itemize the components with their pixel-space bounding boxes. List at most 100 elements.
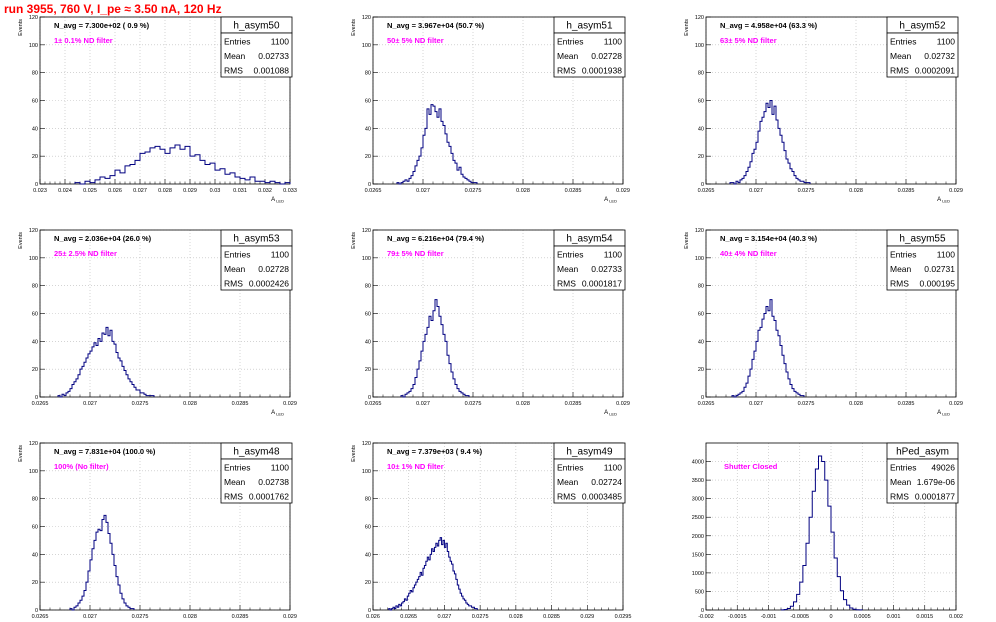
y-tick-label: 100 bbox=[362, 469, 371, 475]
stats-title: h_asym51 bbox=[566, 21, 613, 32]
x-axis-label: A LED bbox=[937, 197, 950, 204]
x-tick-label: 0.03 bbox=[210, 188, 221, 194]
y-tick-label: 20 bbox=[365, 367, 371, 373]
y-tick-label: 80 bbox=[698, 284, 704, 290]
y-axis-label: Events bbox=[351, 19, 357, 36]
stat-value: 1100 bbox=[604, 463, 623, 473]
y-tick-label: 20 bbox=[32, 367, 38, 373]
x-axis-label-sub: LED bbox=[941, 412, 950, 417]
x-tick-label: 0.0285 bbox=[898, 401, 915, 407]
y-tick-label: 80 bbox=[365, 71, 371, 77]
stat-label: Entries bbox=[890, 250, 916, 260]
panel-h_asym49: 0.026 0.0265 0.027 0.0275 0.028 0.0285 0.029 0.… bbox=[351, 441, 631, 620]
x-tick-label: 0.0265 bbox=[698, 401, 715, 407]
stat-value: 1100 bbox=[604, 250, 623, 260]
y-tick-label: 40 bbox=[32, 552, 38, 558]
stats-box bbox=[220, 32, 293, 78]
stats-box bbox=[553, 458, 626, 504]
y-tick-label: 100 bbox=[362, 256, 371, 262]
x-tick-label: 0.027 bbox=[133, 188, 147, 194]
stat-label: Mean bbox=[557, 51, 579, 61]
y-tick-label: 80 bbox=[32, 71, 38, 77]
panel-h_asym48: 0.0265 0.027 0.0275 0.028 0.0285 0.029 0 20 40 60… bbox=[18, 441, 297, 620]
y-tick-label: 120 bbox=[695, 15, 704, 21]
y-tick-label: 20 bbox=[698, 154, 704, 160]
histogram-series bbox=[388, 537, 478, 611]
stat-label: Mean bbox=[557, 264, 579, 274]
panel-h_asym50: 0.023 0.024 0.025 0.026 0.027 0.028 0.029 0.03 0… bbox=[18, 15, 297, 204]
stat-value: 0.000195 bbox=[920, 279, 956, 289]
navg-label: N_avg = 2.036e+04 (26.0 %) bbox=[54, 234, 152, 243]
x-axis-label-sub: LED bbox=[608, 412, 617, 417]
y-tick-label: 80 bbox=[32, 284, 38, 290]
y-tick-label: 100 bbox=[695, 256, 704, 262]
y-tick-label: 4000 bbox=[692, 460, 704, 466]
y-tick-label: 60 bbox=[698, 99, 704, 105]
stat-value: 1100 bbox=[937, 37, 956, 47]
x-axis-label: A LED bbox=[604, 410, 617, 417]
y-tick-label: 0 bbox=[368, 182, 371, 188]
x-tick-label: 0.0275 bbox=[465, 188, 482, 194]
stats-box bbox=[220, 245, 293, 291]
y-tick-label: 100 bbox=[29, 43, 38, 49]
stat-value: 1100 bbox=[937, 250, 956, 260]
x-axis-label: A LED bbox=[271, 410, 284, 417]
navg-label: N_avg = 4.958e+04 (63.3 %) bbox=[720, 21, 818, 30]
x-tick-label: 0.0275 bbox=[132, 401, 149, 407]
y-tick-label: 120 bbox=[362, 228, 371, 234]
x-axis-label-sub: LED bbox=[275, 412, 284, 417]
y-tick-label: 20 bbox=[32, 154, 38, 160]
y-tick-label: 0 bbox=[701, 182, 704, 188]
histogram-series bbox=[400, 299, 470, 398]
stat-value: 0.0001938 bbox=[582, 66, 622, 76]
panel-h_asym52: 0.0265 0.027 0.0275 0.028 0.0285 0.029 0 20 40 60… bbox=[684, 15, 963, 204]
x-tick-label: 0.028 bbox=[509, 614, 523, 620]
y-tick-label: 40 bbox=[365, 126, 371, 132]
x-tick-label: 0.0285 bbox=[565, 401, 582, 407]
x-tick-label: 0.027 bbox=[749, 188, 763, 194]
x-tick-label: 0.029 bbox=[580, 614, 594, 620]
x-tick-label: 0.0265 bbox=[365, 401, 382, 407]
x-tick-label: 0.027 bbox=[83, 614, 97, 620]
y-tick-label: 60 bbox=[32, 525, 38, 531]
panel-h_asym51: 0.0265 0.027 0.0275 0.028 0.0285 0.029 0 20 40 60… bbox=[351, 15, 630, 204]
y-tick-label: 120 bbox=[362, 15, 371, 21]
stats-title: h_asym53 bbox=[233, 234, 280, 245]
stat-label: RMS bbox=[224, 492, 243, 502]
filter-annotation: 10± 1% ND filter bbox=[387, 462, 444, 471]
x-tick-label: 0.024 bbox=[58, 188, 72, 194]
x-tick-label: 0.0275 bbox=[132, 614, 149, 620]
x-tick-label: 0.032 bbox=[258, 188, 272, 194]
stat-value: 0.0002091 bbox=[915, 66, 955, 76]
x-tick-label: 0.028 bbox=[516, 401, 530, 407]
stat-label: Entries bbox=[890, 463, 916, 473]
y-axis-label: Events bbox=[18, 445, 24, 462]
stats-title: h_asym48 bbox=[233, 447, 280, 458]
y-tick-label: 0 bbox=[35, 182, 38, 188]
filter-annotation: Shutter Closed bbox=[724, 462, 778, 471]
stats-box bbox=[886, 245, 959, 291]
x-tick-label: 0.029 bbox=[616, 188, 630, 194]
stat-label: Entries bbox=[224, 250, 250, 260]
x-tick-label: 0.0265 bbox=[32, 401, 49, 407]
main-title: run 3955, 760 V, I_pe ≈ 3.50 nA, 120 Hz bbox=[4, 2, 222, 16]
x-tick-label: 0.0005 bbox=[854, 614, 871, 620]
stat-label: Entries bbox=[557, 250, 583, 260]
y-tick-label: 1000 bbox=[692, 571, 704, 577]
y-tick-label: 100 bbox=[695, 43, 704, 49]
x-tick-label: 0.023 bbox=[33, 188, 47, 194]
x-tick-label: 0.0285 bbox=[543, 614, 560, 620]
x-tick-label: 0.0285 bbox=[232, 401, 249, 407]
filter-annotation: 40± 4% ND filter bbox=[720, 249, 777, 258]
x-tick-label: 0.0265 bbox=[365, 188, 382, 194]
x-tick-label: 0.026 bbox=[108, 188, 122, 194]
x-tick-label: 0.033 bbox=[283, 188, 297, 194]
y-tick-label: 100 bbox=[362, 43, 371, 49]
x-tick-label: 0.0275 bbox=[472, 614, 489, 620]
x-tick-label: -0.001 bbox=[761, 614, 777, 620]
x-tick-label: 0.001 bbox=[887, 614, 901, 620]
x-tick-label: 0.028 bbox=[183, 614, 197, 620]
stats-box bbox=[553, 32, 626, 78]
y-tick-label: 40 bbox=[365, 339, 371, 345]
x-axis-label-sub: LED bbox=[608, 199, 617, 204]
